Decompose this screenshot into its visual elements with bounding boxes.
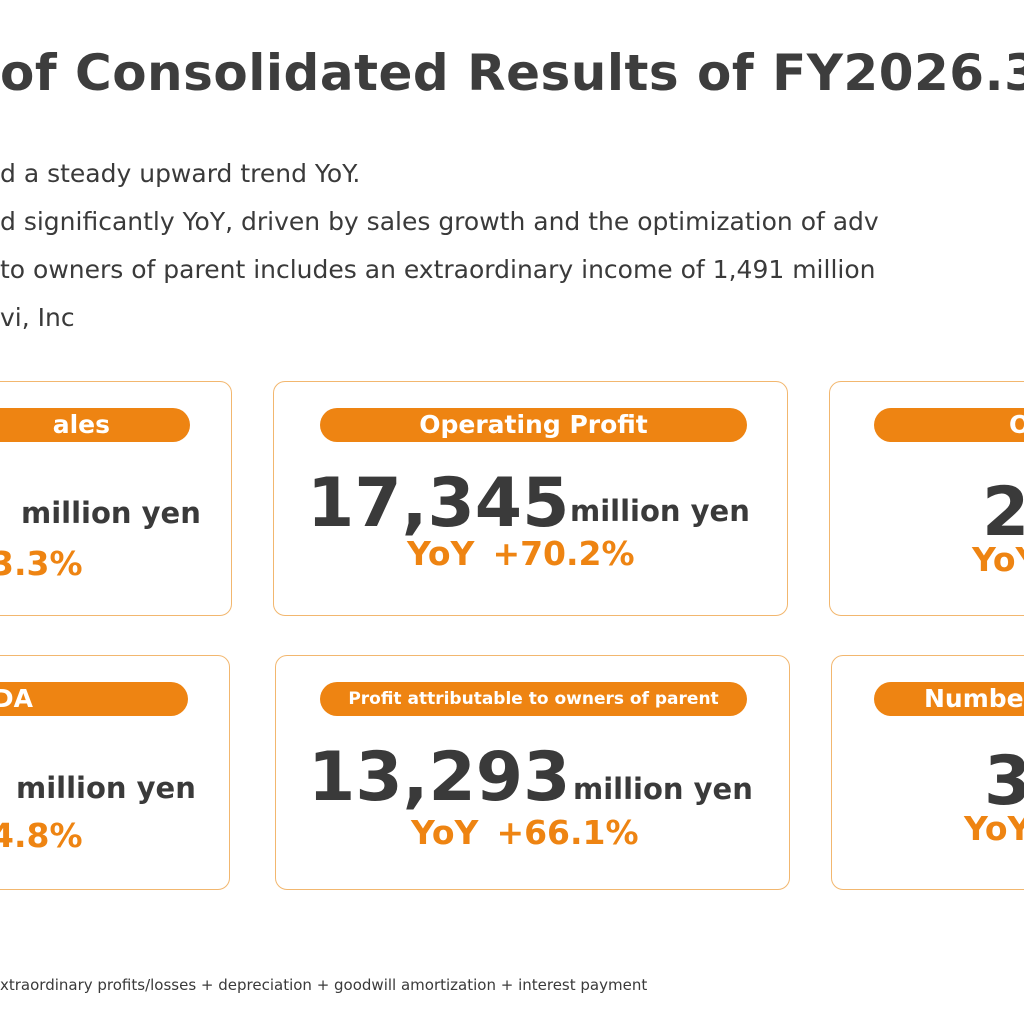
summary-bullets: d a steady upward trend YoY. d significa… <box>0 150 879 342</box>
card-sales-label: ales <box>0 408 190 442</box>
card-operating-profit-yoy-value: +70.2% <box>492 534 635 573</box>
card-ordinary-profit-yoy: YoY <box>972 543 1024 576</box>
card-operating-profit-yoy: YoY +70.2% <box>407 537 635 570</box>
card-number: Numbe 3 YoY <box>831 655 1024 890</box>
card-profit-parent-yoy-label: YoY <box>411 813 479 852</box>
card-ebitda: DA million yen 4.8% <box>0 655 230 890</box>
card-profit-parent-yoy-value: +66.1% <box>496 813 639 852</box>
card-operating-profit-unit: million yen <box>570 494 750 528</box>
card-profit-parent-yoy: YoY +66.1% <box>411 816 639 849</box>
card-profit-parent-value: 13,293 <box>308 738 571 817</box>
card-number-value: 3 <box>984 748 1024 816</box>
card-number-label: Numbe <box>874 682 1024 716</box>
page-title: of Consolidated Results of FY2026.3 <box>0 44 1024 102</box>
card-ordinary-profit-value: 2 <box>982 479 1024 547</box>
card-ebitda-yoy-value: 4.8% <box>0 816 83 855</box>
card-operating-profit-value: 17,345 <box>307 464 570 543</box>
card-sales-yoy: 3.3% <box>0 547 83 580</box>
card-operating-profit-yoy-label: YoY <box>407 534 475 573</box>
card-operating-profit-label: Operating Profit <box>320 408 747 442</box>
card-sales-yoy-value: 3.3% <box>0 544 83 583</box>
card-ebitda-yoy: 4.8% <box>0 819 83 852</box>
card-number-yoy-label: YoY <box>964 809 1024 848</box>
card-sales: ales million yen 3.3% <box>0 381 232 616</box>
card-ordinary-profit-yoy-label: YoY <box>972 540 1024 579</box>
card-ordinary-profit: O 2 YoY <box>829 381 1024 616</box>
card-profit-parent-unit: million yen <box>573 772 753 806</box>
card-ebitda-label: DA <box>0 682 188 716</box>
bullet-sales-trend: d a steady upward trend YoY. <box>0 159 361 188</box>
card-sales-unit: million yen <box>21 496 201 530</box>
footnote: xtraordinary profits/losses + depreciati… <box>0 976 648 994</box>
card-ordinary-profit-label: O <box>874 408 1024 442</box>
card-ebitda-unit: million yen <box>16 771 196 805</box>
bullet-company: vi, Inc <box>0 303 75 332</box>
bullet-profit-growth: d significantly YoY, driven by sales gro… <box>0 207 879 236</box>
card-profit-parent-label: Profit attributable to owners of parent <box>320 682 747 716</box>
card-operating-profit: Operating Profit 17,345 million yen YoY +… <box>273 381 788 616</box>
card-profit-parent: Profit attributable to owners of parent … <box>275 655 790 890</box>
bullet-extraordinary-income: to owners of parent includes an extraord… <box>0 255 876 284</box>
card-number-yoy: YoY <box>964 812 1024 845</box>
